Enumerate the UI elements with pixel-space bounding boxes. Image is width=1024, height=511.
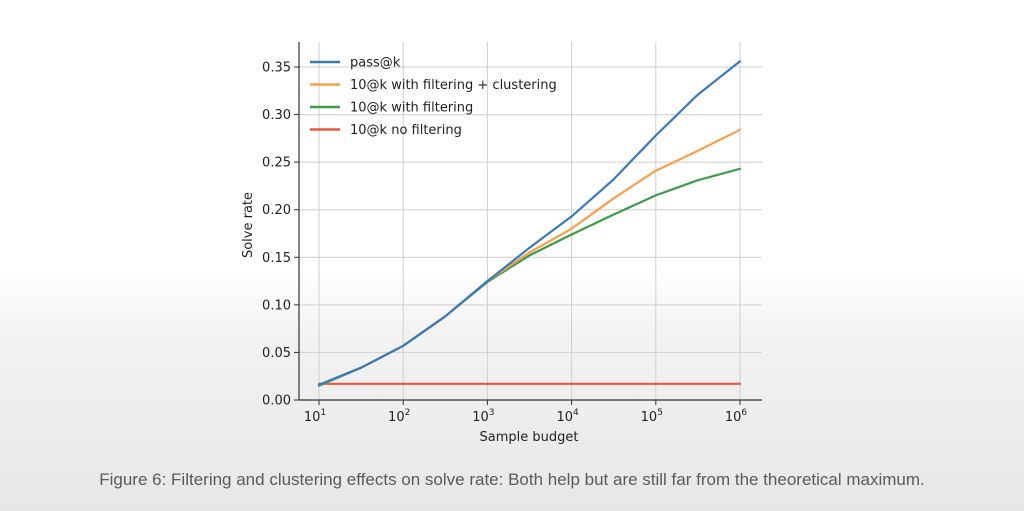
series-line-2 (319, 169, 740, 386)
legend-label: 10@k with filtering (350, 101, 473, 116)
y-tick-label: 0.15 (262, 251, 291, 266)
y-axis-title: Solve rate (241, 192, 256, 258)
legend-label: 10@k with filtering + clustering (350, 78, 557, 93)
legend-label: pass@k (350, 56, 401, 71)
x-tick-label: 102 (388, 408, 410, 425)
x-tick-label: 103 (472, 408, 494, 425)
solve-rate-chart: 101 102 103 104 105 106 0.00 0.05 0.10 0.15 0.20 0.… (0, 0, 1024, 465)
y-tick-label: 0.35 (262, 61, 291, 76)
legend: pass@k 10@k with filtering + clustering 10… (310, 56, 557, 139)
figure-caption: Figure 6: Filtering and clustering effec… (0, 470, 1024, 490)
y-tick-label: 0.10 (262, 298, 291, 313)
y-tick-label: 0.30 (262, 108, 291, 123)
x-axis-title: Sample budget (480, 430, 579, 445)
y-tick-label: 0.00 (262, 394, 291, 409)
x-tick-label: 105 (641, 408, 663, 425)
x-tick-label: 104 (556, 408, 579, 425)
legend-label: 10@k no filtering (350, 123, 462, 138)
y-tick-label: 0.20 (262, 203, 291, 218)
y-tick-label: 0.05 (262, 346, 291, 361)
x-tick-label: 106 (725, 408, 748, 425)
grid-layer (299, 42, 762, 400)
axes-layer: 101 102 103 104 105 106 0.00 0.05 0.10 0.15 0.20 0.… (262, 42, 762, 425)
x-tick-label: 101 (304, 408, 326, 425)
y-tick-label: 0.25 (262, 156, 291, 171)
